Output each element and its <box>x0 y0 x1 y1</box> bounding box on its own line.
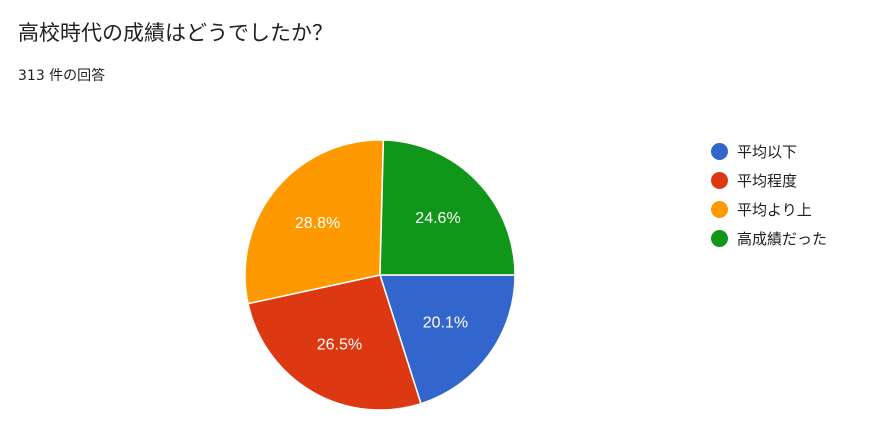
legend-item-1[interactable]: 平均以下 <box>711 137 827 166</box>
pie-slice-3[interactable] <box>244 139 385 305</box>
legend-item-4[interactable]: 高成績だった <box>711 224 827 253</box>
chart-legend: 平均以下平均程度平均より上高成績だった <box>711 137 827 253</box>
pie-slice-label-1: 20.1% <box>423 314 468 331</box>
pie-slices <box>244 139 516 411</box>
question-title: 高校時代の成績はどうでしたか？ <box>18 21 333 45</box>
legend-swatch-4 <box>711 230 728 247</box>
legend-label-2: 平均程度 <box>737 171 798 190</box>
pie-slice-label-2: 26.5% <box>317 337 362 354</box>
legend-label-1: 平均以下 <box>737 142 798 161</box>
legend-swatch-2 <box>711 172 728 189</box>
pie-slice-1[interactable] <box>378 274 516 405</box>
legend-item-2[interactable]: 平均程度 <box>711 166 827 195</box>
pie-slice-4[interactable] <box>379 139 516 276</box>
pie-slice-label-3: 28.8% <box>295 215 340 232</box>
pie-labels: 20.1% 26.5% 28.8% 24.6% <box>295 210 468 354</box>
legend-swatch-1 <box>711 143 728 160</box>
pie-slice-2[interactable] <box>247 274 422 411</box>
response-count: 313 件の回答 <box>18 68 106 84</box>
pie-slice-label-4: 24.6% <box>415 210 460 227</box>
legend-label-3: 平均より上 <box>737 200 812 219</box>
legend-item-3[interactable]: 平均より上 <box>711 195 827 224</box>
legend-label-4: 高成績だった <box>737 229 828 248</box>
legend-swatch-3 <box>711 201 728 218</box>
